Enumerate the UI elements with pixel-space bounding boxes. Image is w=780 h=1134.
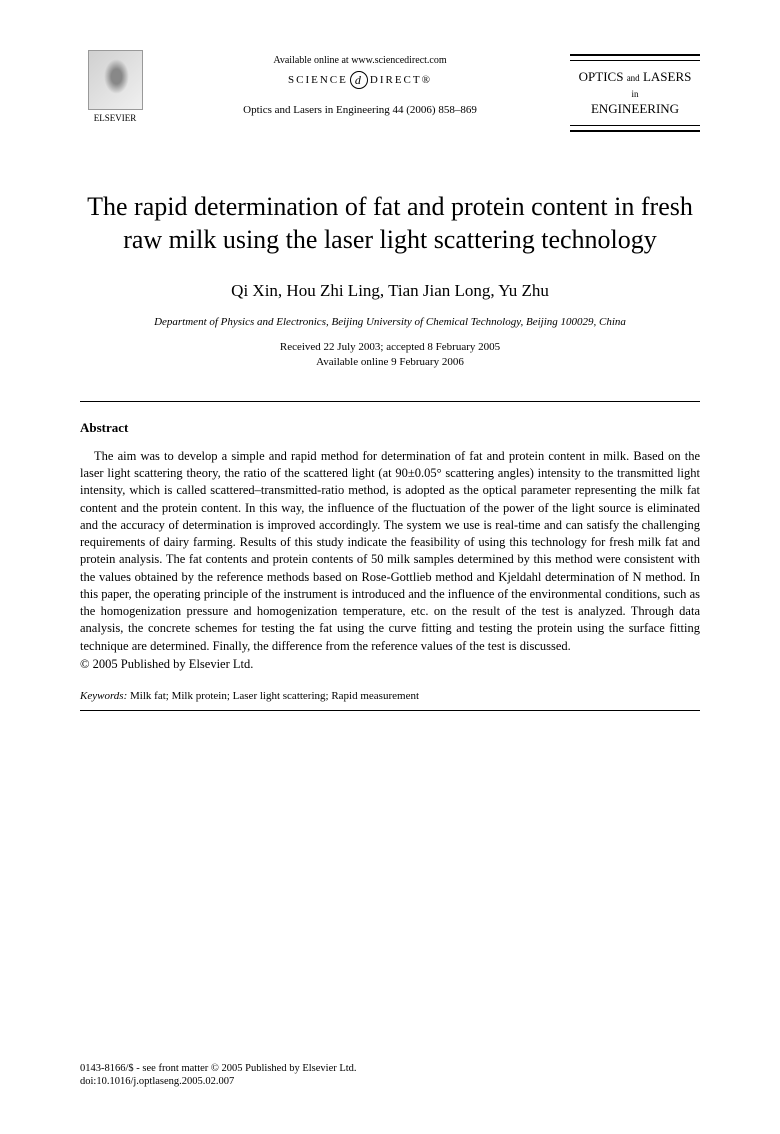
keywords-label: Keywords: [80,690,127,702]
page-footer: 0143-8166/$ - see front matter © 2005 Pu… [80,1062,700,1089]
abstract-body: The aim was to develop a simple and rapi… [80,448,700,655]
divider-top [80,401,700,402]
article-affiliation: Department of Physics and Electronics, B… [80,316,700,328]
footer-line2: doi:10.1016/j.optlaseng.2005.02.007 [80,1075,700,1089]
sd-right: DIRECT® [370,74,432,86]
header-center: Available online at www.sciencedirect.co… [150,50,570,116]
sd-symbol-icon: d [350,71,368,89]
article-dates: Received 22 July 2003; accepted 8 Februa… [80,340,700,371]
footer-line1: 0143-8166/$ - see front matter © 2005 Pu… [80,1062,700,1076]
science-direct-logo: SCIENCE d DIRECT® [150,71,570,89]
elsevier-logo: ELSEVIER [80,50,150,130]
available-online-text: Available online at www.sciencedirect.co… [150,55,570,66]
available-date: Available online 9 February 2006 [80,355,700,370]
keywords: Keywords: Milk fat; Milk protein; Laser … [80,690,700,702]
received-date: Received 22 July 2003; accepted 8 Februa… [80,340,700,355]
divider-bottom [80,710,700,711]
abstract-heading: Abstract [80,420,700,436]
journal-box: OPTICS and LASERS in ENGINEERING [570,50,700,136]
journal-reference: Optics and Lasers in Engineering 44 (200… [150,104,570,116]
publisher-name: ELSEVIER [94,113,137,123]
abstract-copyright: © 2005 Published by Elsevier Ltd. [80,657,700,672]
article-title: The rapid determination of fat and prote… [80,191,700,256]
elsevier-tree-icon [88,50,143,110]
journal-name: OPTICS and LASERS in ENGINEERING [570,65,700,121]
page-header: ELSEVIER Available online at www.science… [80,50,700,136]
sd-left: SCIENCE [288,74,348,86]
keywords-text: Milk fat; Milk protein; Laser light scat… [127,690,419,702]
article-authors: Qi Xin, Hou Zhi Ling, Tian Jian Long, Yu… [80,281,700,301]
